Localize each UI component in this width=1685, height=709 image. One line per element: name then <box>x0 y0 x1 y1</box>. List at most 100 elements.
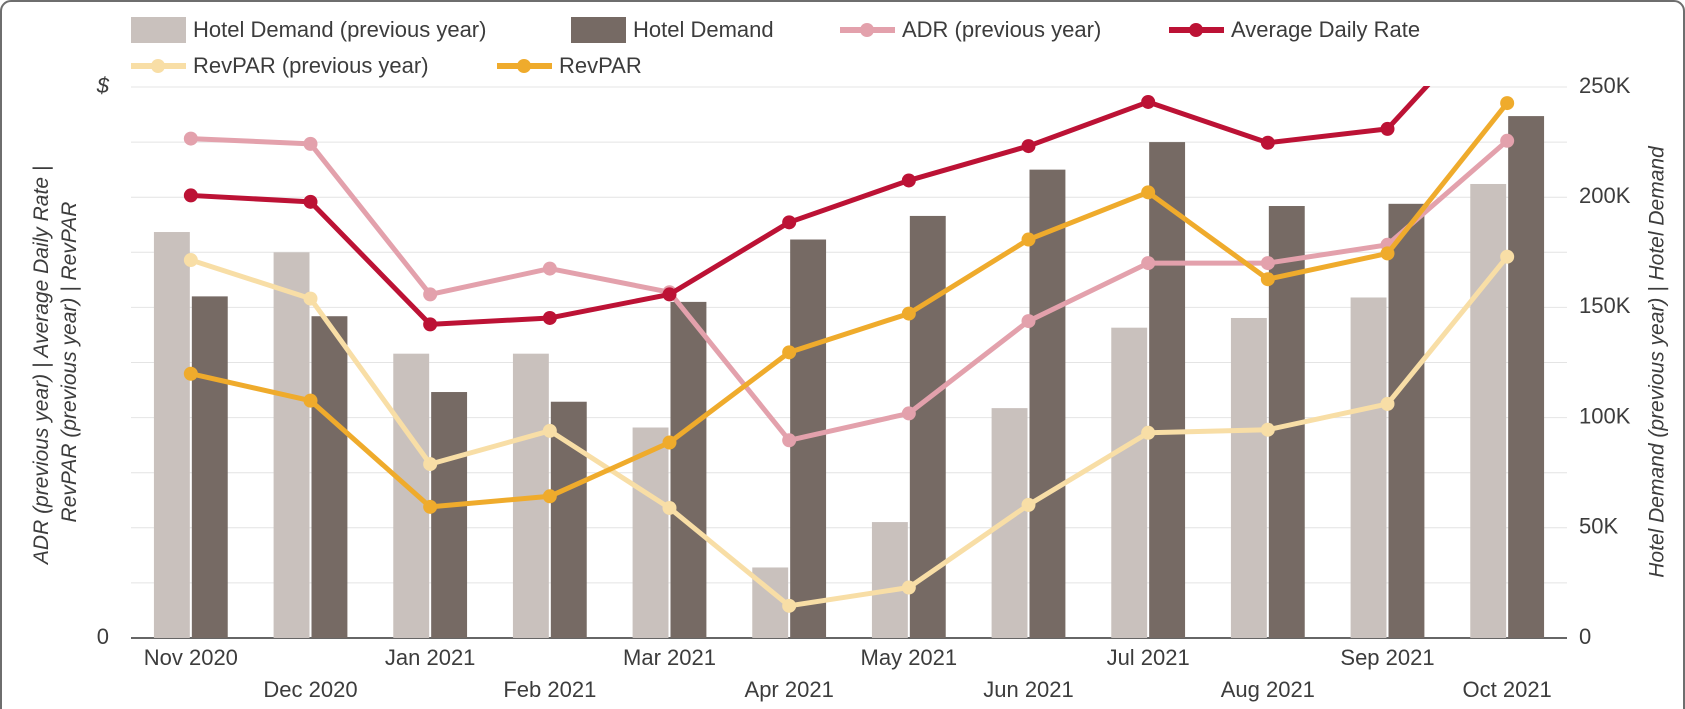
bar <box>191 296 228 638</box>
line-point <box>1021 232 1036 247</box>
line-point <box>423 457 438 472</box>
line-point <box>1141 185 1156 200</box>
bar <box>1388 203 1425 638</box>
line-point <box>662 500 677 515</box>
x-tick-label: Jul 2021 <box>1107 645 1190 670</box>
y2-tick-label: 200K <box>1579 183 1631 208</box>
legend-dot <box>860 23 874 37</box>
line-point <box>1021 139 1036 154</box>
line-point <box>1260 422 1275 437</box>
bar <box>431 392 468 638</box>
legend-dot <box>151 59 165 73</box>
line-point <box>1021 314 1036 329</box>
bar <box>1029 169 1066 638</box>
x-tick-label: Mar 2021 <box>623 645 716 670</box>
line-point <box>662 287 677 302</box>
x-tick-label: Oct 2021 <box>1463 677 1552 702</box>
line <box>190 101 1510 510</box>
line-point <box>782 598 797 613</box>
bar <box>1470 183 1507 638</box>
line-point <box>1260 135 1275 150</box>
legend-label: Hotel Demand <box>633 17 774 42</box>
line-point <box>183 131 198 146</box>
bar <box>1230 317 1267 638</box>
y2-tick-label: 100K <box>1579 403 1631 428</box>
bar <box>991 408 1028 638</box>
bar <box>273 252 310 639</box>
legend-label: ADR (previous year) <box>902 17 1101 42</box>
legend-swatch <box>571 17 626 43</box>
y-axis-title: ADR (previous year) | Average Daily Rate… <box>30 160 81 566</box>
line-point <box>423 317 438 332</box>
x-tick-label: Jan 2021 <box>385 645 476 670</box>
legend-label: RevPAR (previous year) <box>193 53 429 78</box>
x-tick-label: Jun 2021 <box>983 677 1074 702</box>
line-point <box>662 435 677 450</box>
bar <box>871 522 908 638</box>
bar <box>393 353 430 638</box>
x-tick-label: Aug 2021 <box>1221 677 1315 702</box>
legend-dot <box>1189 23 1203 37</box>
legend-swatch <box>131 17 186 43</box>
line-point <box>542 261 557 276</box>
line-point <box>1500 133 1515 148</box>
line <box>190 255 1510 609</box>
line-point <box>901 306 916 321</box>
line-point <box>901 173 916 188</box>
line-point <box>423 499 438 514</box>
y2-tick-label: 50K <box>1579 514 1618 539</box>
line-point <box>303 136 318 151</box>
line-point <box>183 253 198 268</box>
line-point <box>1380 121 1395 136</box>
y2-tick-label: 150K <box>1579 293 1631 318</box>
bar <box>1350 297 1387 638</box>
legend-dot <box>517 59 531 73</box>
y-tick-label: 0 <box>97 624 109 649</box>
line-point <box>782 345 797 360</box>
line-point <box>1260 256 1275 271</box>
y2-tick-label: 0 <box>1579 624 1591 649</box>
line-point <box>1141 94 1156 109</box>
line-point <box>1021 497 1036 512</box>
bar <box>1508 116 1545 639</box>
line-point <box>1141 256 1156 271</box>
x-tick-label: May 2021 <box>861 645 958 670</box>
line-point <box>901 406 916 421</box>
bar <box>1111 327 1148 638</box>
bar <box>311 316 348 638</box>
line <box>190 136 1509 443</box>
line-point <box>542 423 557 438</box>
line-point <box>303 194 318 209</box>
line-point <box>303 291 318 306</box>
lines <box>183 86 1515 613</box>
x-tick-label: Nov 2020 <box>144 645 238 670</box>
line-point <box>423 287 438 302</box>
x-tick-label: Sep 2021 <box>1340 645 1434 670</box>
line-point <box>542 489 557 504</box>
bar <box>632 427 669 638</box>
legend-label: Hotel Demand (previous year) <box>193 17 486 42</box>
line-point <box>303 393 318 408</box>
line-point <box>782 433 797 448</box>
line-point <box>183 188 198 203</box>
x-tick-label: Feb 2021 <box>503 677 596 702</box>
line-point <box>1260 272 1275 287</box>
legend-label: Average Daily Rate <box>1231 17 1420 42</box>
line <box>190 86 1431 327</box>
legend-label: RevPAR <box>559 53 642 78</box>
y-tick-label: $ <box>96 73 110 98</box>
line-point <box>1500 96 1515 111</box>
bar <box>1149 142 1186 638</box>
x-tick-label: Apr 2021 <box>745 677 834 702</box>
x-tick-label: Dec 2020 <box>263 677 357 702</box>
y2-axis-title: Hotel Demand (previous year) | Hotel Dem… <box>1646 145 1669 578</box>
line-point <box>183 366 198 381</box>
line-point <box>1380 396 1395 411</box>
y2-tick-label: 250K <box>1579 73 1631 98</box>
line-point <box>1500 249 1515 264</box>
bar <box>153 232 190 638</box>
line-point <box>1141 425 1156 440</box>
line-point <box>782 215 797 230</box>
